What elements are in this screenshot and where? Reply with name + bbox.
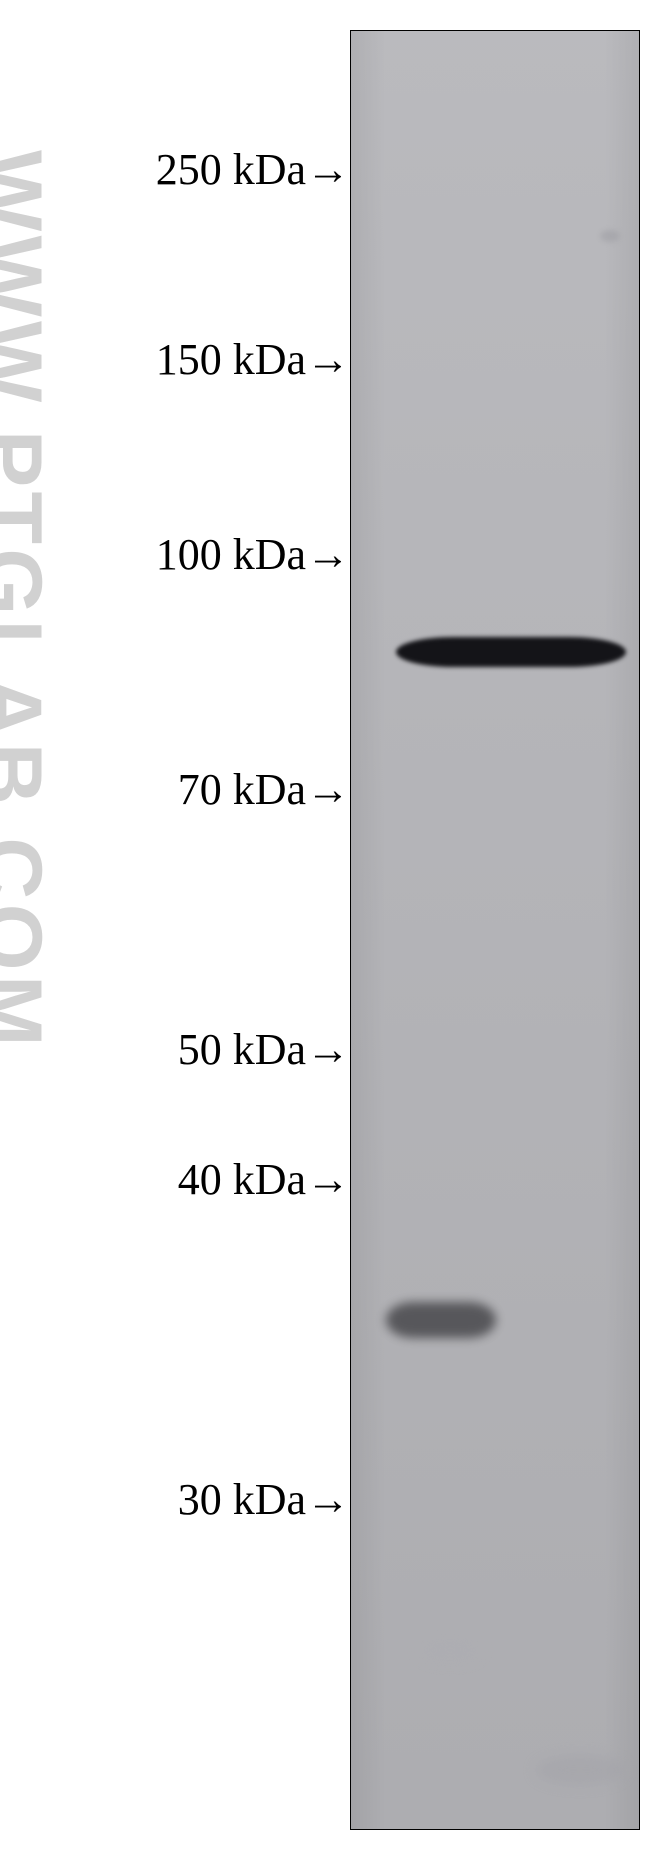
marker-label: 100 kDa→ [0, 529, 350, 580]
film-smudge [600, 230, 620, 242]
marker-label: 50 kDa→ [0, 1024, 350, 1075]
secondary-band [386, 1302, 496, 1338]
blot-figure: WWW.PTGLAB.COM 250 kDa→ 150 kDa→ 100 kDa→ 7… [0, 0, 650, 1855]
blot-lane [350, 30, 640, 1830]
marker-label: 70 kDa→ [0, 764, 350, 815]
film-smudge [420, 1640, 480, 1660]
marker-label: 150 kDa→ [0, 334, 350, 385]
watermark: WWW.PTGLAB.COM [0, 150, 60, 1051]
film-smudge [535, 1755, 625, 1785]
marker-label: 40 kDa→ [0, 1154, 350, 1205]
marker-label: 250 kDa→ [0, 144, 350, 195]
primary-band [396, 637, 626, 667]
marker-label: 30 kDa→ [0, 1474, 350, 1525]
